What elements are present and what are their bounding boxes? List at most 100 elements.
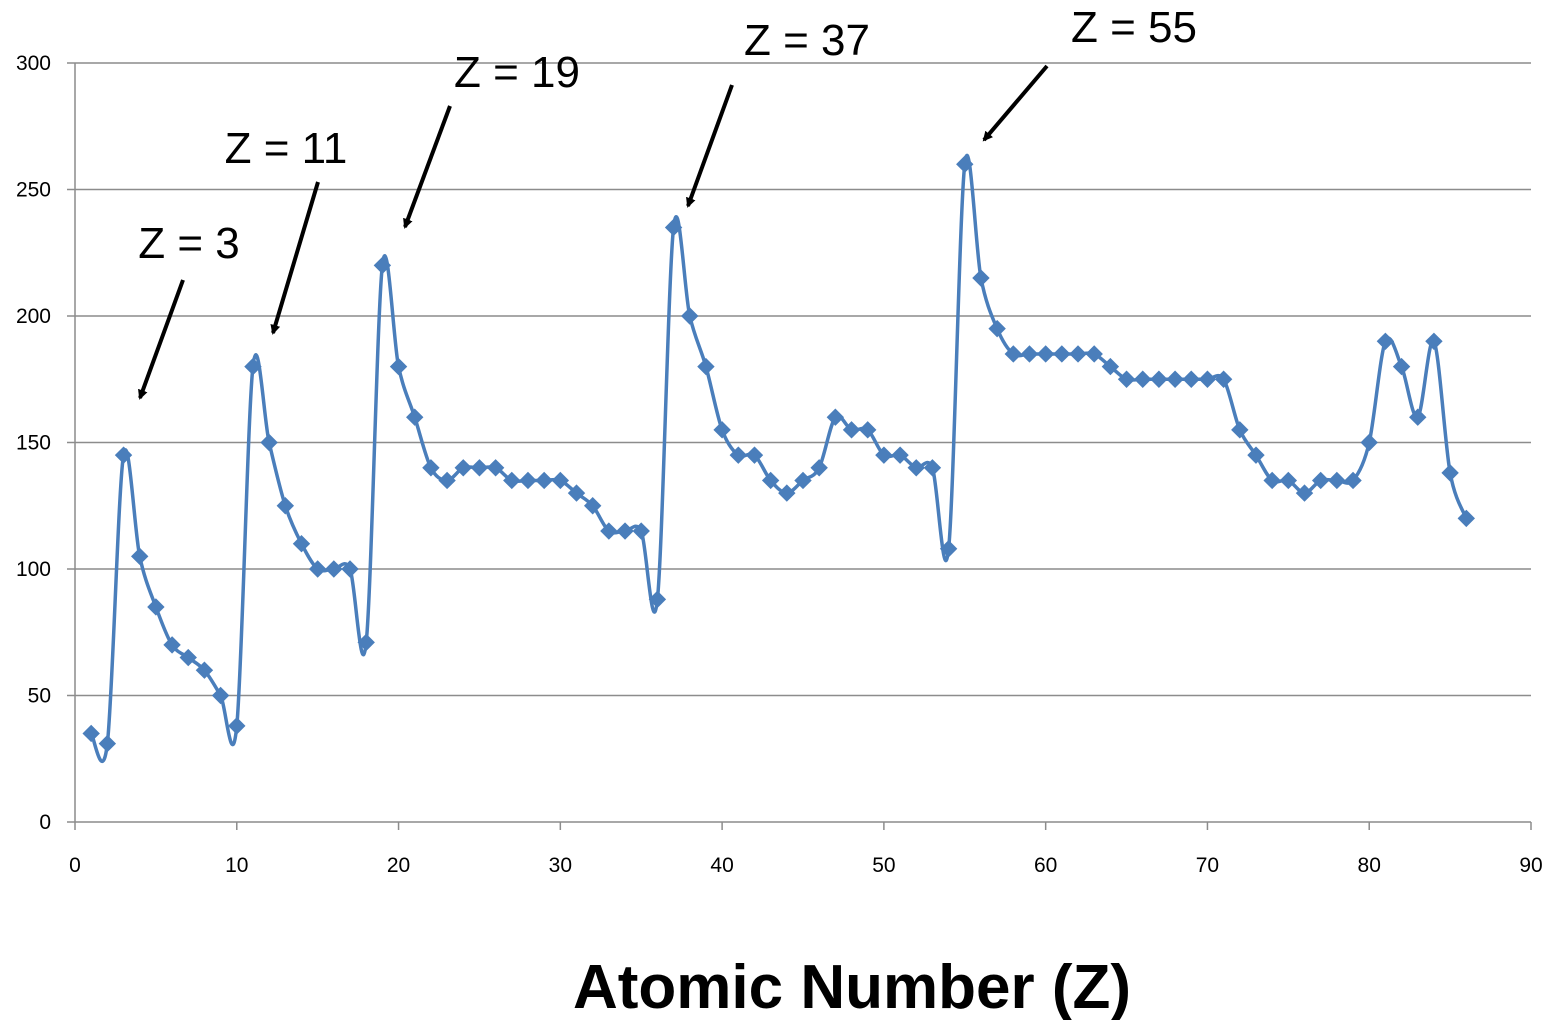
data-point [147,598,165,616]
data-point [195,661,214,679]
data-point [988,319,1006,338]
data-point [1392,357,1411,376]
data-point [826,408,845,426]
data-point [761,471,780,490]
data-point [470,459,489,477]
data-point [438,471,456,490]
data-point [1441,464,1459,482]
annotations: Z = 3 Z = 11 Z = 19 Z = 37 Z = 55 [138,3,1197,400]
data-point [1198,370,1217,388]
data-point [519,471,537,490]
y-tick-label: 50 [28,685,51,708]
data-point [503,471,521,490]
data-point [454,459,472,477]
data-point [228,717,246,735]
data-point [211,686,230,705]
data-point [1214,370,1233,388]
annotation-arrow [270,181,320,335]
y-tick-label: 300 [16,52,51,75]
data-point [276,497,295,515]
data-point [632,522,650,540]
data-point [1409,408,1427,426]
x-tick-label: 40 [710,854,733,877]
data-point [1231,421,1249,439]
data-point [891,446,909,464]
data-point [325,560,343,578]
data-point [778,484,796,502]
data-point [1166,370,1184,388]
data-point [1344,471,1362,490]
data-point [373,256,392,275]
x-tick-label: 0 [69,854,81,877]
data-point [729,446,747,464]
y-tick-label: 100 [16,558,51,581]
data-point [98,734,117,753]
data-point [1004,345,1023,363]
data-point [1247,446,1265,464]
data-point [1117,370,1136,388]
annotation-label: Z = 37 [744,16,870,65]
data-point [1036,345,1055,363]
data-point [681,307,699,325]
y-tick-label: 0 [39,811,51,834]
data-point [1360,433,1378,452]
data-point [923,459,942,477]
data-point [1376,332,1395,351]
data-point [1085,345,1103,363]
data-point [794,471,812,490]
data-point [810,459,828,477]
annotation-label: Z = 19 [454,48,580,97]
data-point [842,421,861,439]
data-point [567,484,586,502]
x-tick-label: 70 [1196,854,1219,877]
data-point [1182,370,1200,388]
data-point [486,459,505,477]
annotation-label: Z = 55 [1071,3,1197,52]
data-point [1425,332,1443,351]
data-point [260,433,278,452]
annotation-arrow [982,64,1049,142]
data-point [875,446,893,464]
data-point [939,540,958,558]
annotation-arrow [138,279,185,400]
data-point [244,357,262,376]
x-tick-label: 60 [1034,854,1057,877]
data-point [535,471,553,490]
x-tick-label: 10 [225,854,248,877]
data-point [406,408,424,426]
data-point [389,357,408,376]
data-point [422,459,440,477]
data-point [114,446,133,464]
x-tick-label: 50 [872,854,895,877]
data-point [1311,471,1330,490]
data-point [583,497,602,515]
data-point [179,648,197,667]
x-tick-label: 20 [387,854,410,877]
data-point [1295,484,1314,502]
x-axis-title: Atomic Number (Z) [573,953,1131,1020]
annotation-arrow [403,105,452,229]
data-point [1020,345,1039,363]
data-point [713,421,731,439]
data-point [82,724,100,743]
data-point [1101,357,1120,376]
data-point [600,522,618,540]
data-point [972,269,990,287]
series [82,153,1475,764]
data-point [341,560,359,578]
data-point [1134,370,1152,388]
data-point [859,421,877,439]
data-point [648,590,667,609]
y-tick-label: 150 [16,432,51,455]
data-point [292,534,311,553]
data-point [907,459,925,477]
data-point [745,446,764,464]
data-point [1263,471,1281,490]
x-tick-label: 30 [549,854,572,877]
data-point [1053,345,1071,363]
x-tick-label: 90 [1519,854,1542,877]
data-point [664,218,683,237]
data-point [1150,370,1168,388]
